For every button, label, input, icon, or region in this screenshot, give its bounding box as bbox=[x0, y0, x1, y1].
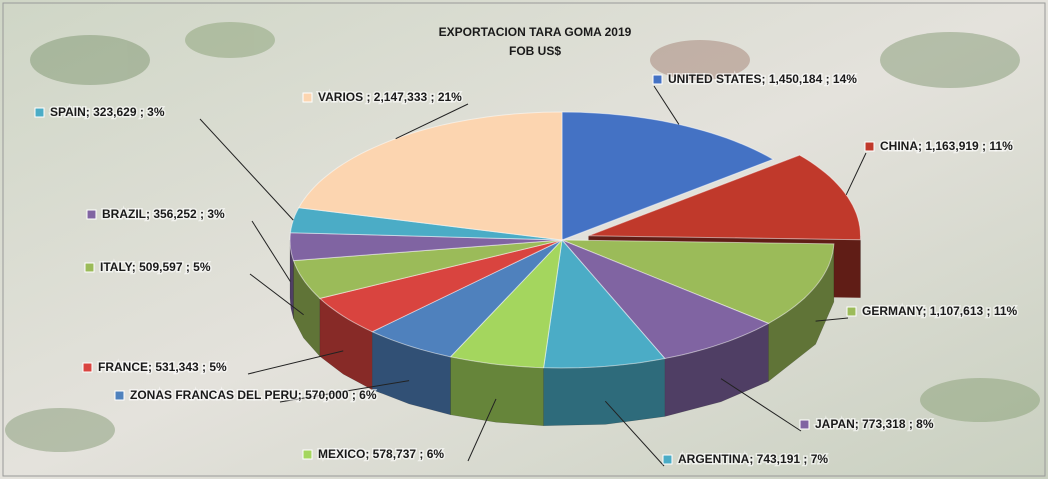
background-leaves bbox=[5, 22, 1040, 452]
data-label: MEXICO; 578,737 ; 6% bbox=[318, 447, 444, 461]
legend-swatch bbox=[662, 454, 673, 465]
legend-swatch bbox=[302, 449, 313, 460]
chart-subtitle: FOB US$ bbox=[509, 44, 561, 58]
leader-line bbox=[815, 317, 849, 322]
leader-line bbox=[604, 400, 665, 467]
legend-swatch bbox=[114, 390, 125, 401]
legend-swatch bbox=[34, 107, 45, 118]
leader-line bbox=[251, 220, 291, 282]
slice bbox=[543, 238, 666, 369]
leader-line bbox=[395, 103, 469, 140]
slice bbox=[318, 239, 563, 333]
data-label: VARIOS ; 2,147,333 ; 21% bbox=[318, 90, 462, 104]
leader-line bbox=[653, 85, 680, 125]
leader-line bbox=[467, 398, 497, 462]
legend-swatch bbox=[302, 92, 313, 103]
slice bbox=[561, 239, 835, 324]
leader-line bbox=[845, 152, 867, 196]
leader-line bbox=[279, 380, 410, 403]
legend-swatch bbox=[82, 362, 93, 373]
data-label: GERMANY; 1,107,613 ; 11% bbox=[862, 304, 1018, 318]
data-label: UNITED STATES; 1,450,184 ; 14% bbox=[668, 72, 857, 86]
legend-swatch bbox=[846, 306, 857, 317]
data-label: JAPAN; 773,318 ; 8% bbox=[815, 417, 934, 431]
data-label: ZONAS FRANCAS DEL PERU; 570,000 ; 6% bbox=[130, 388, 377, 402]
legend-swatch bbox=[84, 262, 95, 273]
legend-swatch bbox=[799, 419, 810, 430]
data-label: SPAIN; 323,629 ; 3% bbox=[50, 105, 165, 119]
data-label: ARGENTINA; 743,191 ; 7% bbox=[678, 452, 828, 466]
slice bbox=[588, 154, 862, 241]
data-label: ITALY; 509,597 ; 5% bbox=[100, 260, 211, 274]
pie-tops bbox=[289, 111, 862, 369]
data-label: FRANCE; 531,343 ; 5% bbox=[98, 360, 227, 374]
data-label: CHINA; 1,163,919 ; 11% bbox=[880, 139, 1013, 153]
slice bbox=[449, 238, 563, 369]
slice bbox=[371, 239, 563, 358]
legend-swatch bbox=[864, 141, 875, 152]
legend-swatch bbox=[86, 209, 97, 220]
leader-line bbox=[247, 350, 344, 375]
data-label: BRAZIL; 356,252 ; 3% bbox=[102, 207, 225, 221]
legend-swatch bbox=[652, 74, 663, 85]
leader-line bbox=[720, 378, 802, 432]
chart-title: EXPORTACION TARA GOMA 2019 bbox=[439, 25, 632, 39]
slice bbox=[292, 239, 563, 299]
slice bbox=[289, 232, 563, 262]
slice bbox=[561, 239, 770, 360]
slice-side bbox=[543, 358, 666, 426]
leader-line bbox=[249, 273, 304, 316]
leader-line bbox=[199, 118, 294, 221]
